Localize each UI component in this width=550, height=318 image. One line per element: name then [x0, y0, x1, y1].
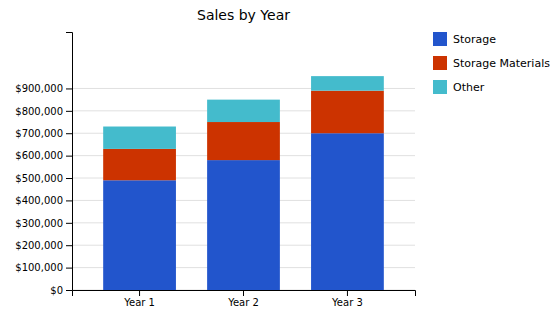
tick-label: $800,000 [15, 106, 63, 117]
legend-swatch [433, 56, 447, 70]
bar [311, 133, 384, 290]
tick-mark [66, 88, 72, 89]
tick-mark [139, 290, 140, 296]
tick: $700,000 [15, 128, 72, 139]
tick: $0 [50, 285, 72, 296]
tick-mark [66, 200, 72, 201]
legend-label: Storage [453, 33, 496, 46]
tick: Year 3 [331, 290, 363, 308]
tick-label: Year 1 [123, 297, 155, 308]
bar [311, 91, 384, 134]
legend-label: Storage Materials [453, 57, 550, 70]
title: Sales by Year [197, 7, 290, 23]
axis-line [66, 33, 73, 291]
bar [103, 149, 176, 180]
tick-mark [66, 223, 72, 224]
series [103, 76, 384, 149]
bar [103, 127, 176, 149]
x-axis: Year 1 Year 2 Year 3 [73, 290, 416, 308]
tick-label: $300,000 [15, 218, 63, 229]
tick-label: $400,000 [15, 195, 63, 206]
legend-swatch [433, 32, 447, 46]
tick-label: Year 2 [227, 297, 259, 308]
tick-label: $900,000 [15, 83, 63, 94]
tick-mark [66, 290, 72, 291]
tick-label: $100,000 [15, 262, 63, 273]
y-axis: $0 $100,000 $200,000 $300,000 $400,000 $500,0… [15, 33, 72, 296]
tick: $800,000 [15, 106, 72, 117]
tick-mark [66, 156, 72, 157]
series [103, 91, 384, 181]
bar [207, 100, 280, 122]
tick-mark [66, 133, 72, 134]
bar [207, 160, 280, 290]
tick-label: Year 3 [331, 297, 363, 308]
legend-label: Other [453, 81, 485, 94]
tick: $400,000 [15, 195, 72, 206]
legend-item: Other [433, 80, 485, 94]
tick: Year 1 [123, 290, 155, 308]
axis-line [73, 291, 416, 297]
tick-label: $200,000 [15, 240, 63, 251]
tick-mark [66, 111, 72, 112]
legend-item: Storage [433, 32, 496, 46]
plot: $0 $100,000 $200,000 $300,000 $400,000 $500,0… [15, 33, 415, 309]
bar [311, 76, 384, 91]
tick-mark [347, 290, 348, 296]
bar [207, 122, 280, 160]
tick-label: $700,000 [15, 128, 63, 139]
grid [72, 88, 415, 290]
tick-mark [66, 268, 72, 269]
tick: $900,000 [15, 83, 72, 94]
tick-label: $500,000 [15, 173, 63, 184]
bars [103, 76, 384, 290]
tick: Year 2 [227, 290, 259, 308]
tick-mark [243, 290, 244, 296]
tick: $100,000 [15, 262, 72, 273]
tick-mark [66, 245, 72, 246]
tick: $300,000 [15, 218, 72, 229]
tick-label: $0 [50, 285, 63, 296]
legend-swatch [433, 80, 447, 94]
tick: $500,000 [15, 173, 72, 184]
legend-item: Storage Materials [433, 56, 550, 70]
chart: $0 $100,000 $200,000 $300,000 $400,000 $500,0… [0, 0, 550, 318]
tick: $200,000 [15, 240, 72, 251]
bar [103, 180, 176, 290]
tick: $600,000 [15, 150, 72, 161]
legend: Storage Storage Materials Other [433, 32, 550, 94]
tick-mark [66, 178, 72, 179]
tick-label: $600,000 [15, 150, 63, 161]
